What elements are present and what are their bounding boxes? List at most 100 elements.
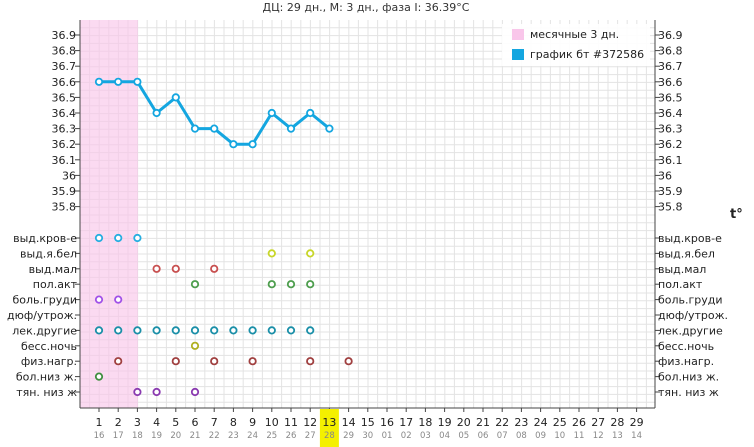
x-tick-label-date: 10 <box>554 431 565 441</box>
x-tick-label-day: 24 <box>534 416 548 429</box>
symptom-marker[interactable] <box>133 387 142 397</box>
x-tick-label-day: 5 <box>172 416 179 429</box>
data-point[interactable] <box>94 77 104 86</box>
symptom-marker[interactable] <box>286 326 296 335</box>
symptom-marker[interactable] <box>248 326 257 335</box>
x-tick-label-date: 17 <box>113 431 124 441</box>
x-tick-label-date: 22 <box>209 431 220 441</box>
data-point[interactable] <box>133 77 142 86</box>
symptom-marker[interactable] <box>267 249 276 258</box>
symptom-marker[interactable] <box>133 233 142 243</box>
symptom-label-left: выд.мал <box>29 263 77 276</box>
x-tick-label-day: 19 <box>438 416 452 429</box>
data-point[interactable] <box>190 124 200 133</box>
data-point[interactable] <box>325 124 334 133</box>
grid <box>79 20 655 408</box>
symptom-marker[interactable] <box>190 326 200 335</box>
axes <box>75 20 660 412</box>
x-tick-label-day: 22 <box>495 416 509 429</box>
symptom-marker[interactable] <box>267 280 276 289</box>
symptom-label-right: пол.акт <box>658 278 703 291</box>
symptom-label-left: боль.груди <box>12 294 77 307</box>
x-tick-label-date: 24 <box>247 431 258 441</box>
x-tick-label-day: 15 <box>361 416 375 429</box>
menstruation-band <box>79 20 138 408</box>
x-tick-label-day: 29 <box>630 416 644 429</box>
symptom-marker[interactable] <box>171 326 180 335</box>
symptom-label-right: выд.я.бел <box>658 247 715 260</box>
x-tick-label-date: 16 <box>94 431 105 441</box>
symptom-marker[interactable] <box>114 357 123 366</box>
symptom-marker[interactable] <box>133 326 142 335</box>
y-tick-label-right: 36.4 <box>658 107 683 120</box>
x-tick-label-date: 09 <box>535 431 546 441</box>
symptom-marker[interactable] <box>94 326 104 335</box>
data-point[interactable] <box>248 140 257 149</box>
chart-title: ДЦ: 29 дн., М: 3 дн., фаза I: 36.39°C <box>263 1 470 14</box>
x-tick-label-date: 11 <box>574 431 585 441</box>
symptom-marker[interactable] <box>190 280 200 289</box>
symptom-marker[interactable] <box>210 264 219 273</box>
symptom-marker[interactable] <box>171 357 180 366</box>
data-point[interactable] <box>152 108 161 118</box>
symptom-marker[interactable] <box>152 387 161 397</box>
symptom-marker[interactable] <box>210 326 219 335</box>
symptom-marker[interactable] <box>229 326 238 335</box>
symptom-marker[interactable] <box>94 233 104 243</box>
menstruation-band-rect <box>79 20 138 408</box>
y-tick-label-right: 35.8 <box>658 201 683 214</box>
y-tick-label-right: 36.7 <box>658 60 683 73</box>
legend-label-bbt: график бт #372586 <box>530 48 644 61</box>
symptom-marker[interactable] <box>210 357 219 366</box>
legend-swatch-bbt <box>512 49 524 60</box>
y-tick-label-left: 36.5 <box>52 91 77 104</box>
legend-box <box>502 24 650 66</box>
x-tick-label-date: 20 <box>170 431 181 441</box>
symptom-marker[interactable] <box>306 326 315 335</box>
symptom-marker[interactable] <box>114 233 123 243</box>
y-tick-label-left: 35.8 <box>52 201 77 214</box>
symptom-label-left: пол.акт <box>33 278 78 291</box>
symptom-marker[interactable] <box>306 280 315 289</box>
symptom-label-right: бесс.ночь <box>658 340 714 353</box>
symptom-marker[interactable] <box>344 357 353 366</box>
symptom-marker[interactable] <box>94 295 104 304</box>
data-point[interactable] <box>114 77 123 86</box>
symptom-marker[interactable] <box>306 357 315 366</box>
symptom-marker[interactable] <box>171 264 180 273</box>
symptom-marker[interactable] <box>152 264 161 273</box>
symptom-marker[interactable] <box>114 295 123 304</box>
symptom-marker[interactable] <box>190 341 200 350</box>
x-tick-label-day: 14 <box>342 416 356 429</box>
symptom-marker[interactable] <box>267 326 276 335</box>
symptom-labels: выд.кров-е выд.кров-е выд.я.бел выд.я.бел вы… <box>7 232 728 399</box>
data-point[interactable] <box>229 140 238 149</box>
legend-swatch-menstruation <box>512 29 524 40</box>
y-tick-label-left: 36.3 <box>52 123 77 136</box>
current-day-highlight <box>319 409 339 447</box>
symptom-label-left: выд.кров-е <box>13 232 77 245</box>
y-tick-label-right: 36.2 <box>658 138 683 151</box>
data-point[interactable] <box>171 93 180 102</box>
symptom-label-right: лек.другие <box>658 324 723 337</box>
x-tick-label-day: 18 <box>418 416 432 429</box>
x-tick-label-date: 30 <box>362 431 373 441</box>
data-point[interactable] <box>210 124 219 133</box>
symptom-marker[interactable] <box>94 372 104 381</box>
y-tick-label-left: 35.9 <box>52 185 77 198</box>
symptom-marker[interactable] <box>114 326 123 335</box>
x-tick-label-day: 6 <box>192 416 199 429</box>
symptom-marker[interactable] <box>152 326 161 335</box>
x-tick-label-date: 14 <box>631 431 642 441</box>
symptom-marker[interactable] <box>190 387 200 397</box>
x-tick-label-day: 27 <box>591 416 605 429</box>
symptom-label-left: выд.я.бел <box>20 247 77 260</box>
data-point[interactable] <box>306 108 315 118</box>
symptom-marker[interactable] <box>248 357 257 366</box>
x-tick-label-day: 2 <box>115 416 122 429</box>
symptom-marker[interactable] <box>306 249 315 258</box>
data-point[interactable] <box>286 124 296 133</box>
data-point[interactable] <box>267 108 276 118</box>
symptom-marker[interactable] <box>286 280 296 289</box>
